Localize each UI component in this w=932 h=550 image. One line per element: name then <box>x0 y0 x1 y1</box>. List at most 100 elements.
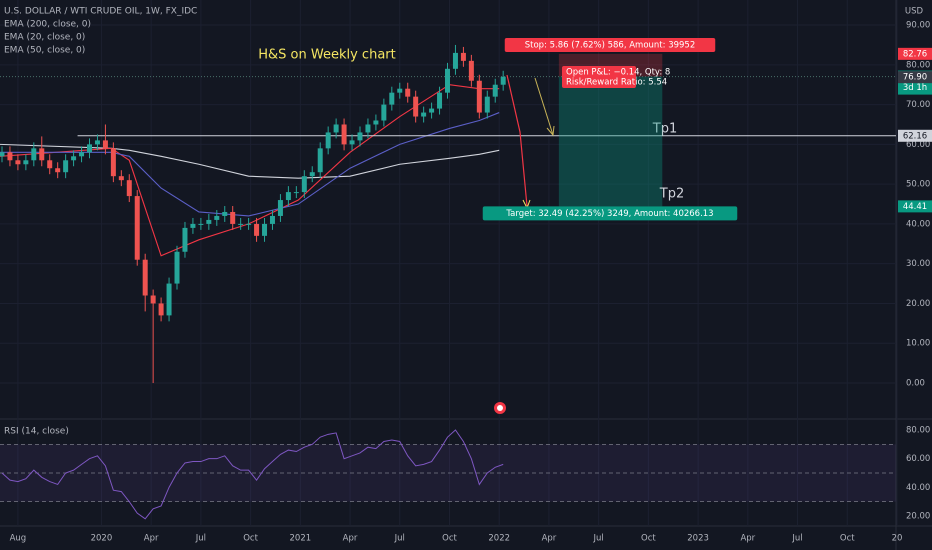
ema-line <box>0 143 500 179</box>
candle-body <box>7 152 13 161</box>
ema-line <box>0 112 500 217</box>
candle-body <box>277 200 283 216</box>
candle-body <box>230 211 236 224</box>
candle-body <box>317 148 323 173</box>
candle-body <box>429 108 435 113</box>
position-label: Target: 32.49 (42.25%) 3249, Amount: 402… <box>505 209 713 219</box>
candle-body <box>293 192 299 194</box>
candle-body <box>71 156 77 161</box>
y-tick-label: 30.00 <box>906 259 930 269</box>
rsi-tick-label: 60.00 <box>906 454 930 464</box>
candle-body <box>246 223 252 225</box>
candle-body <box>142 259 148 296</box>
candle-body <box>23 160 29 165</box>
x-tick-label: Oct <box>243 534 258 544</box>
rsi-tick-label: 20.00 <box>906 511 930 521</box>
candle-body <box>309 172 315 177</box>
rsi-tick-label: 80.00 <box>906 426 930 436</box>
candle-body <box>63 160 69 173</box>
y-tick-label: 90.00 <box>906 21 930 31</box>
candle-body <box>301 176 307 193</box>
ema-line <box>0 84 500 257</box>
candle-body <box>15 160 21 165</box>
candle-body <box>87 144 92 153</box>
candle-body <box>94 140 100 145</box>
symbol-title: U.S. DOLLAR / WTI CRUDE OIL, 1W, FX_IDC <box>4 7 197 17</box>
candle-body <box>39 148 45 161</box>
candle-body <box>413 96 419 117</box>
candle-body <box>381 104 387 121</box>
candle-body <box>357 132 363 141</box>
grid <box>0 0 898 526</box>
y-tick-label: 50.00 <box>906 180 930 190</box>
candle-body <box>0 152 5 157</box>
candle-body <box>102 140 108 149</box>
projection-arrow <box>534 77 554 136</box>
indicator-label: EMA (200, close, 0) <box>4 20 91 30</box>
y-tick-label: 80.00 <box>906 60 930 70</box>
logo <box>494 402 506 414</box>
candle-body <box>158 303 164 316</box>
position-label: Open P&L: −0.14, Qty: 8 <box>566 68 670 78</box>
x-tick-label: Jul <box>195 534 206 544</box>
candle-body <box>166 283 172 316</box>
position-label-box <box>482 206 738 221</box>
x-tick-label: Oct <box>442 534 457 544</box>
y-tick-label: 20.00 <box>906 299 930 309</box>
candle-body <box>262 223 268 236</box>
candle-body <box>79 152 85 157</box>
pnl-box <box>562 66 636 88</box>
candle-body <box>206 219 212 224</box>
position-label: Risk/Reward Ratio: 5.54 <box>566 78 667 88</box>
candle-body <box>476 80 482 113</box>
position-label: Stop: 5.86 (7.62%) 586, Amount: 39952 <box>525 41 696 51</box>
candle-body <box>47 160 53 169</box>
candle-body <box>325 132 331 149</box>
price-tag <box>898 71 932 84</box>
candle-body <box>500 76 506 85</box>
candle-body <box>397 88 403 93</box>
candle-body <box>468 60 474 81</box>
x-tick-label: Apr <box>343 534 358 544</box>
candle-body <box>150 295 156 304</box>
candle-body <box>118 176 124 181</box>
candle-body <box>31 148 37 161</box>
x-tick-label: Oct <box>641 534 656 544</box>
price-tag-label: 62.16 <box>903 131 927 141</box>
target-zone <box>558 76 663 207</box>
x-tick-label: 2023 <box>687 534 709 544</box>
rsi-line <box>1 429 504 520</box>
x-tick-label: Jul <box>791 534 802 544</box>
candle-body <box>349 140 355 145</box>
indicator-label: EMA (20, close, 0) <box>4 33 85 43</box>
currency: USD <box>905 7 924 17</box>
candle-body <box>341 124 347 145</box>
candle-body <box>126 180 132 197</box>
candle-body <box>238 223 244 225</box>
candle-body <box>437 92 443 109</box>
candle-body <box>198 223 204 225</box>
price-tag-sub: 3d 1h <box>903 83 927 93</box>
y-tick-label: 10.00 <box>906 339 930 349</box>
candle-body <box>389 92 395 105</box>
y-tick-label: 40.00 <box>906 219 930 229</box>
rsi-tick-label: 40.00 <box>906 483 930 493</box>
indicator-label: EMA (50, close, 0) <box>4 46 85 56</box>
rsi-label: RSI (14, close) <box>4 427 69 437</box>
price-tag-label: 44.41 <box>903 202 927 212</box>
candle-body <box>222 211 228 216</box>
candle-body <box>492 84 498 97</box>
candle-body <box>190 223 196 228</box>
price-tag-label: 76.90 <box>903 73 927 83</box>
candle-body <box>285 192 291 201</box>
x-tick-label: 2021 <box>290 534 312 544</box>
x-tick-label: Oct <box>840 534 855 544</box>
candle-body <box>421 112 427 117</box>
x-tick-label: 2022 <box>488 534 510 544</box>
candle-body <box>484 96 490 113</box>
price-tag <box>898 200 932 213</box>
candle-body <box>110 148 116 177</box>
projection-arrow <box>506 74 528 207</box>
